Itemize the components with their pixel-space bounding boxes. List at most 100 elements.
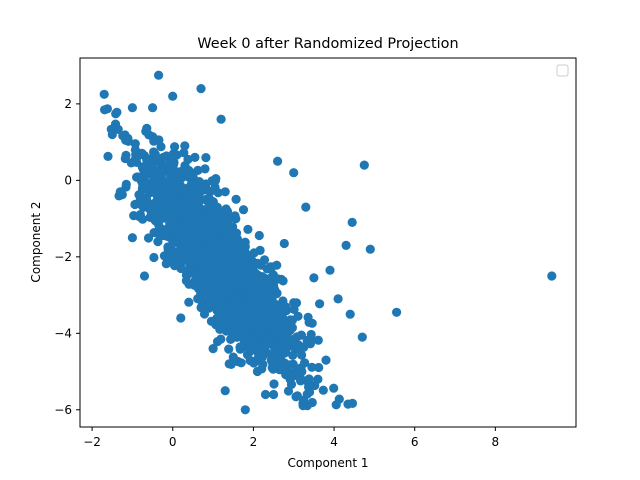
data-point [200,285,210,295]
data-point [269,389,279,400]
data-point [288,350,298,360]
data-point [220,386,230,396]
data-point [168,159,178,169]
data-point [176,206,186,216]
data-point [155,164,165,175]
data-point [226,334,236,344]
data-point [146,186,156,196]
data-point [304,317,314,327]
data-point [212,244,222,254]
data-point [184,297,194,307]
data-point [244,347,254,357]
data-point [121,135,131,145]
data-point [180,168,191,178]
data-point [281,344,291,354]
data-point [115,187,125,197]
data-point [210,175,220,185]
data-point [223,314,233,324]
data-point [220,238,230,248]
data-point [225,289,235,299]
data-point [235,342,245,352]
x-tick-label: 4 [330,435,338,449]
data-point [202,247,212,257]
data-point [231,194,241,204]
x-tick-label: 0 [169,435,177,449]
data-point [365,244,375,254]
y-axis-ticks: −6 −4 −2 0 2 [54,97,80,417]
scatter-points [99,70,557,415]
data-point [313,335,323,345]
data-point [235,238,245,248]
legend-box [556,64,569,77]
data-point [136,197,146,207]
data-point [194,177,204,187]
data-point [245,355,255,366]
data-point [216,114,226,124]
data-point [211,287,221,298]
data-point [154,70,164,80]
data-point [230,211,240,221]
data-point [254,230,264,241]
data-point [296,330,306,340]
data-point [229,248,239,259]
data-point [271,304,281,314]
data-point [289,168,299,178]
data-point [325,265,335,275]
data-point [243,224,253,234]
data-point [392,307,402,317]
data-point [127,103,137,113]
data-point [329,383,339,393]
data-point [278,331,288,341]
data-point [99,89,109,99]
data-point [224,359,234,369]
data-point [257,272,267,282]
data-point [229,230,239,240]
y-tick-label: 2 [64,97,72,111]
data-point [155,203,165,213]
data-point [200,233,210,243]
data-point [183,154,193,164]
data-point [159,251,169,261]
data-point [240,405,250,415]
data-point [193,239,203,249]
data-point [321,355,331,365]
data-point [257,364,267,374]
data-point [168,91,178,101]
data-point [170,261,180,271]
data-point [200,164,210,174]
data-point [255,245,265,255]
data-point [100,105,110,115]
data-point [225,276,235,286]
data-point [275,360,285,371]
data-point [143,233,154,243]
data-point [145,205,155,215]
data-point [269,379,279,389]
data-point [166,241,176,251]
data-point [307,362,317,372]
data-point [224,306,234,316]
data-point [228,352,238,362]
data-point [190,152,200,162]
data-point [170,142,180,152]
data-point [357,332,367,342]
x-tick-label: 6 [411,435,419,449]
data-point [307,397,317,408]
data-point [215,275,225,285]
data-point [341,240,351,250]
data-point [142,155,152,165]
data-point [297,343,307,353]
data-point [180,141,190,151]
data-point [201,153,211,163]
data-point [220,187,230,197]
data-point [193,294,203,304]
data-point [260,290,271,300]
data-point [207,196,217,206]
data-point [178,251,189,261]
data-point [193,184,204,194]
data-point [112,107,122,117]
data-point [190,199,201,209]
data-point [166,176,176,186]
data-point [347,217,357,227]
data-point [279,238,289,249]
